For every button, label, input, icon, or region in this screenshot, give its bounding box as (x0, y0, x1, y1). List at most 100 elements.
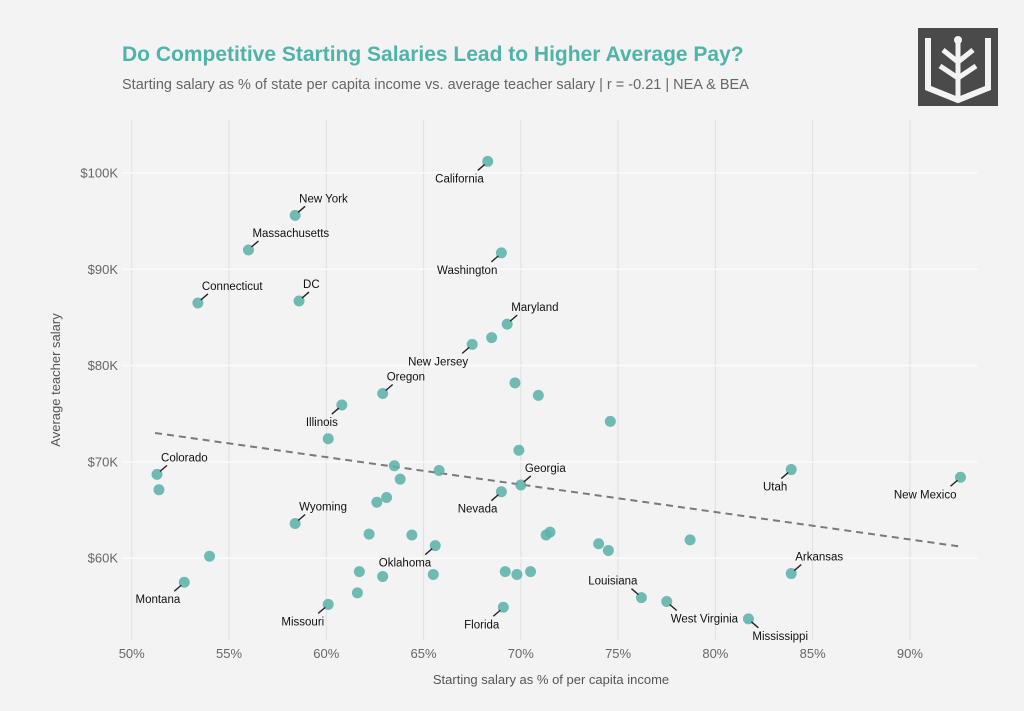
data-point (381, 491, 393, 503)
label-leader-line (173, 584, 182, 592)
point-label: DC (303, 279, 320, 291)
point-label: Florida (464, 619, 500, 631)
label-leader-line (461, 346, 470, 354)
data-point (289, 209, 301, 221)
data-point (178, 576, 190, 588)
x-tick-label: 75% (605, 646, 631, 661)
chart-title: Do Competitive Starting Salaries Lead to… (122, 43, 744, 66)
label-leader-line (477, 163, 486, 171)
tree-in-book-logo-icon (918, 28, 998, 111)
y-tick-label: $60K (88, 551, 119, 566)
data-point (363, 528, 375, 540)
point-label: Washington (437, 265, 497, 277)
data-point (388, 460, 400, 472)
point-label: New Jersey (408, 356, 468, 368)
y-tick-label: $70K (88, 454, 119, 469)
label-leader-line (750, 621, 759, 629)
point-label: Wyoming (299, 501, 347, 513)
data-point (293, 295, 305, 307)
data-point (429, 540, 441, 552)
data-point (336, 399, 348, 411)
data-point (509, 377, 521, 389)
data-point (532, 389, 544, 401)
axis-tick-labels: 50% 55% 60% 65% 70% 75% 80% 85% 90% $60K $70K $80K $… (80, 165, 923, 661)
point-label: Oklahoma (379, 558, 432, 570)
label-leader-line (331, 407, 340, 415)
data-point (394, 473, 406, 485)
data-point (742, 613, 754, 625)
label-leader-line (317, 606, 326, 614)
point-label: Montana (135, 594, 180, 606)
point-label: New York (299, 193, 348, 205)
x-tick-label: 65% (411, 646, 437, 661)
x-axis-label: Starting salary as % of per capita incom… (433, 672, 669, 687)
y-tick-label: $90K (88, 262, 119, 277)
y-tick-label: $80K (88, 358, 119, 373)
data-point (353, 566, 365, 578)
label-leader-line (200, 293, 209, 301)
data-point (371, 496, 383, 508)
point-label: Oregon (387, 371, 425, 383)
data-point (322, 433, 334, 445)
label-leader-line (490, 255, 499, 263)
chart-subtitle: Starting salary as % of state per capita… (122, 77, 749, 93)
data-point (954, 471, 966, 483)
x-tick-label: 90% (897, 646, 923, 661)
label-leader-line (159, 464, 168, 472)
data-point (511, 569, 523, 581)
point-label: Colorado (161, 452, 208, 464)
data-point (482, 155, 494, 167)
data-points (151, 155, 966, 625)
data-point (604, 415, 616, 427)
data-point (497, 601, 509, 613)
y-tick-label: $100K (80, 165, 118, 180)
x-tick-label: 85% (800, 646, 826, 661)
point-label: Arkansas (795, 552, 843, 564)
data-point (153, 484, 165, 496)
point-label: Louisiana (588, 576, 638, 588)
label-leader-line (523, 475, 532, 483)
point-label: New Mexico (894, 489, 957, 501)
x-tick-label: 60% (313, 646, 339, 661)
data-point (785, 464, 797, 476)
data-point (377, 570, 389, 582)
data-point (602, 544, 614, 556)
label-leader-line (297, 205, 306, 213)
point-label: Connecticut (202, 281, 264, 293)
data-point (406, 529, 418, 541)
label-leader-line (490, 494, 499, 502)
data-point (151, 468, 163, 480)
data-point (427, 569, 439, 581)
label-leader-line (301, 291, 310, 299)
data-point (495, 486, 507, 498)
x-tick-label: 80% (702, 646, 728, 661)
data-point (204, 550, 216, 562)
x-tick-label: 70% (508, 646, 534, 661)
data-point (486, 332, 498, 344)
point-label: Nevada (458, 504, 498, 516)
point-label: Illinois (306, 417, 338, 429)
label-leader-line (509, 314, 518, 322)
data-point (684, 534, 696, 546)
point-label: Utah (763, 482, 787, 494)
data-point (635, 592, 647, 604)
data-point (501, 318, 513, 330)
data-point (289, 517, 301, 529)
data-point (377, 387, 389, 399)
point-label: West Virginia (671, 613, 739, 625)
point-label: California (435, 173, 484, 185)
label-leader-line (669, 603, 678, 612)
point-label: Maryland (511, 302, 558, 314)
data-point (540, 529, 552, 541)
point-label: Georgia (525, 463, 567, 475)
x-tick-label: 55% (216, 646, 242, 661)
data-point (351, 587, 363, 599)
label-leader-line (950, 479, 958, 487)
label-leader-line (793, 564, 802, 572)
data-point (525, 566, 537, 578)
label-leader-line (492, 609, 501, 617)
trend-line (154, 431, 961, 548)
